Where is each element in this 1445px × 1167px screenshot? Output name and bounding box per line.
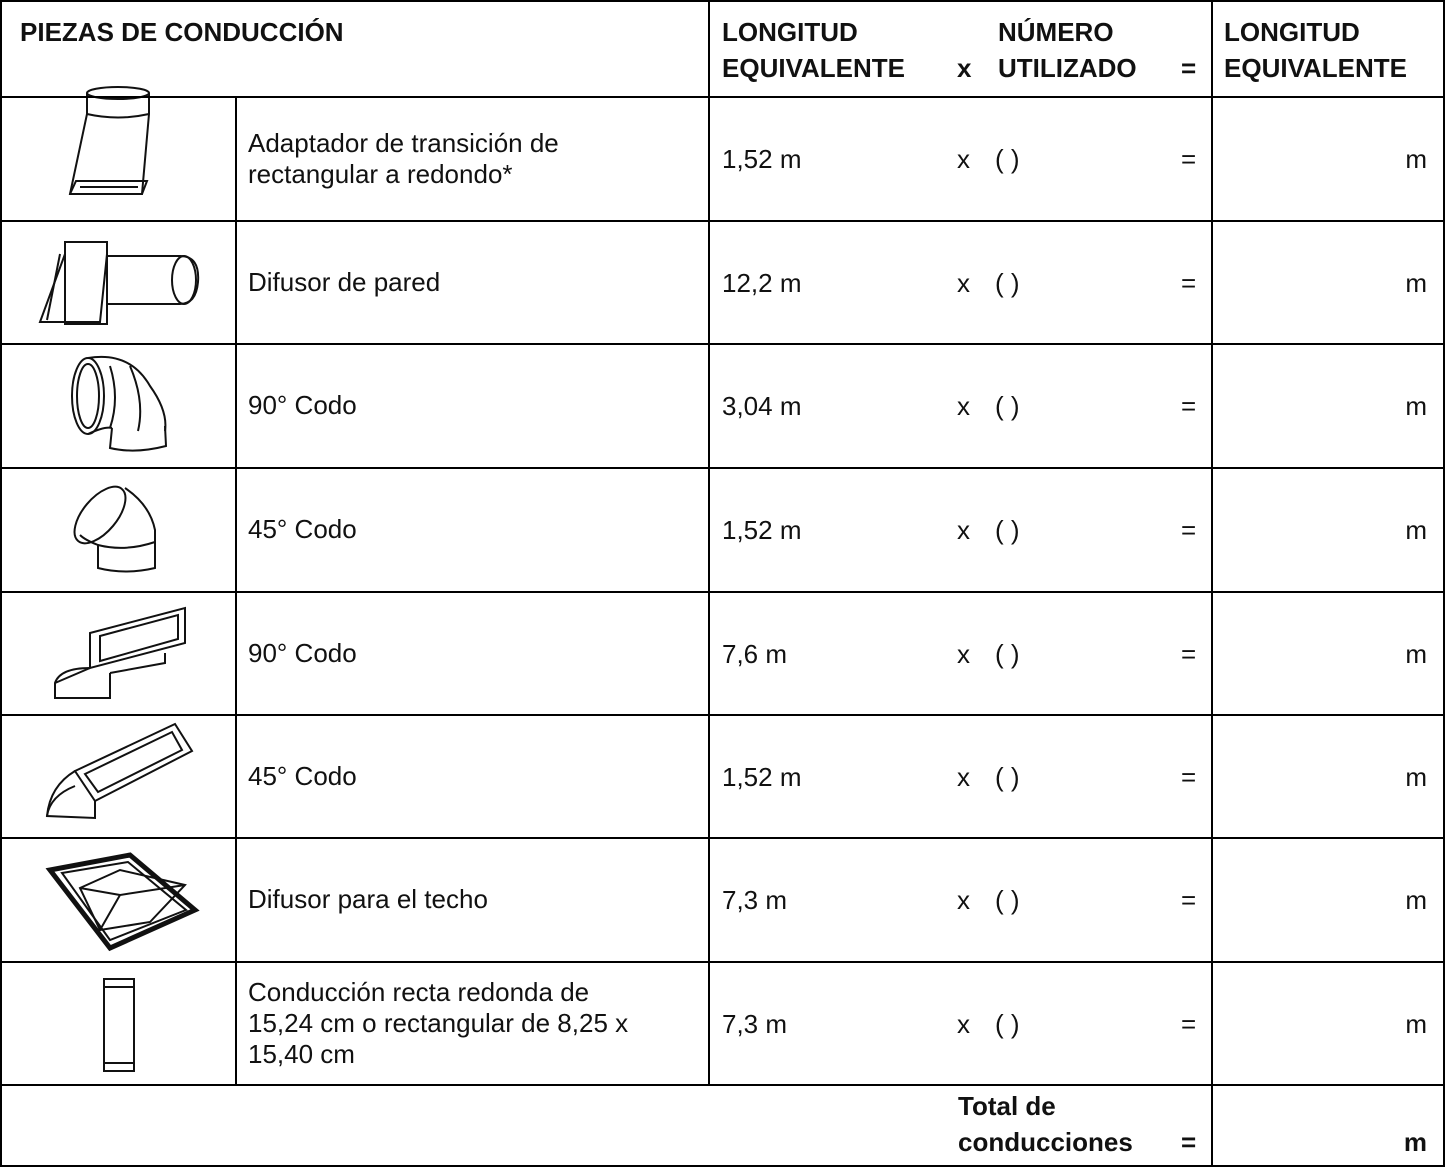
header-text: EQUIVALENTE xyxy=(1224,53,1407,83)
times: x xyxy=(957,514,970,545)
length: 3,04 m xyxy=(722,390,802,421)
description-line: 15,40 cm xyxy=(248,1039,355,1069)
count: ( ) xyxy=(995,761,1020,792)
count: ( ) xyxy=(995,514,1020,545)
count: ( ) xyxy=(995,143,1020,174)
header-text: LONGITUD xyxy=(1224,17,1360,47)
length: 7,3 m xyxy=(722,884,788,915)
icon-round-elbow-45 xyxy=(73,485,156,573)
row-line xyxy=(0,591,1445,593)
description-line: rectangular a redondo* xyxy=(248,158,513,189)
icon-straight-duct xyxy=(103,978,135,1072)
equals: = xyxy=(1181,1008,1197,1039)
description-line: 45° Codo xyxy=(248,761,357,791)
times: x xyxy=(957,761,970,792)
equals: = xyxy=(1181,761,1197,792)
col-line xyxy=(235,97,237,1085)
count: ( ) xyxy=(995,1008,1020,1039)
unit: m xyxy=(1405,514,1427,545)
description-line: 15,24 cm o rectangular de 8,25 x xyxy=(248,1008,629,1038)
description-line: Conducción recta redonda de xyxy=(248,977,590,1007)
description: 90° Codo xyxy=(248,344,703,467)
description-line: 90° Codo xyxy=(248,638,357,668)
row-line xyxy=(0,467,1445,469)
equals: = xyxy=(1181,884,1197,915)
unit: m xyxy=(1405,884,1427,915)
times: x xyxy=(957,267,970,298)
count: ( ) xyxy=(995,267,1020,298)
row-line xyxy=(0,343,1445,345)
description: Difusor de pared xyxy=(248,221,703,344)
icon-roof-cap xyxy=(45,852,200,952)
times: x xyxy=(957,390,970,421)
count: ( ) xyxy=(995,390,1020,421)
border xyxy=(0,0,2,1167)
row-line xyxy=(0,220,1445,222)
unit: m xyxy=(1405,1008,1427,1039)
icon-wall-cap xyxy=(38,241,200,325)
equals: = xyxy=(1181,390,1197,421)
border xyxy=(1443,0,1445,1167)
col-line xyxy=(1211,0,1213,1167)
description-line: 45° Codo xyxy=(248,514,357,544)
length: 7,3 m xyxy=(722,1008,788,1039)
description-line: Adaptador de transición de xyxy=(248,127,559,158)
description: Difusor para el techo xyxy=(248,838,703,961)
length: 1,52 m xyxy=(722,514,802,545)
description-line: 90° Codo xyxy=(248,390,357,420)
times: x xyxy=(957,638,970,669)
equals: = xyxy=(1181,267,1197,298)
icon-transition xyxy=(68,86,150,195)
header-text: PIEZAS DE CONDUCCIÓN xyxy=(20,17,344,47)
times: x xyxy=(957,1008,970,1039)
unit: m xyxy=(1405,143,1427,174)
icon-round-elbow-90 xyxy=(71,355,168,452)
description: Adaptador de transición de rectangular a … xyxy=(248,97,703,220)
equals: = xyxy=(1181,638,1197,669)
times: x xyxy=(957,143,970,174)
length: 1,52 m xyxy=(722,143,802,174)
header-text: EQUIVALENTE xyxy=(722,53,905,83)
description: 45° Codo xyxy=(248,468,703,591)
header-text: UTILIZADO xyxy=(998,53,1137,83)
row-line xyxy=(0,714,1445,716)
border xyxy=(0,1165,1445,1167)
description: Conducción recta redonda de 15,24 cm o re… xyxy=(248,962,703,1085)
icons xyxy=(38,86,200,1072)
description: 90° Codo xyxy=(248,592,703,715)
icon-rect-elbow-45 xyxy=(45,722,194,820)
header-text: LONGITUD xyxy=(722,17,858,47)
border xyxy=(0,0,1445,2)
equals: = xyxy=(1181,514,1197,545)
icon-rect-elbow-90 xyxy=(54,606,186,699)
count: ( ) xyxy=(995,884,1020,915)
total-label: Total de xyxy=(958,1091,1056,1121)
length: 12,2 m xyxy=(722,267,802,298)
count: ( ) xyxy=(995,638,1020,669)
description: 45° Codo xyxy=(248,715,703,838)
header-text: x xyxy=(957,53,972,83)
unit: m xyxy=(1405,390,1427,421)
col-line xyxy=(708,0,710,1085)
row-line xyxy=(0,96,1445,98)
total-label: conducciones xyxy=(958,1127,1133,1157)
description-line: Difusor para el techo xyxy=(248,884,488,914)
times: x xyxy=(957,884,970,915)
equals: = xyxy=(1181,143,1197,174)
total-unit: m xyxy=(1403,1127,1427,1157)
total-equals: = xyxy=(1181,1127,1197,1157)
unit: m xyxy=(1405,267,1427,298)
header-text: = xyxy=(1181,53,1197,83)
length: 1,52 m xyxy=(722,761,802,792)
unit: m xyxy=(1405,761,1427,792)
unit: m xyxy=(1405,638,1427,669)
row-line xyxy=(0,837,1445,839)
description-line: Difusor de pared xyxy=(248,267,441,297)
header-text: NÚMERO xyxy=(998,17,1114,47)
length: 7,6 m xyxy=(722,638,788,669)
row-line xyxy=(0,1084,1445,1086)
row-line xyxy=(0,961,1445,963)
